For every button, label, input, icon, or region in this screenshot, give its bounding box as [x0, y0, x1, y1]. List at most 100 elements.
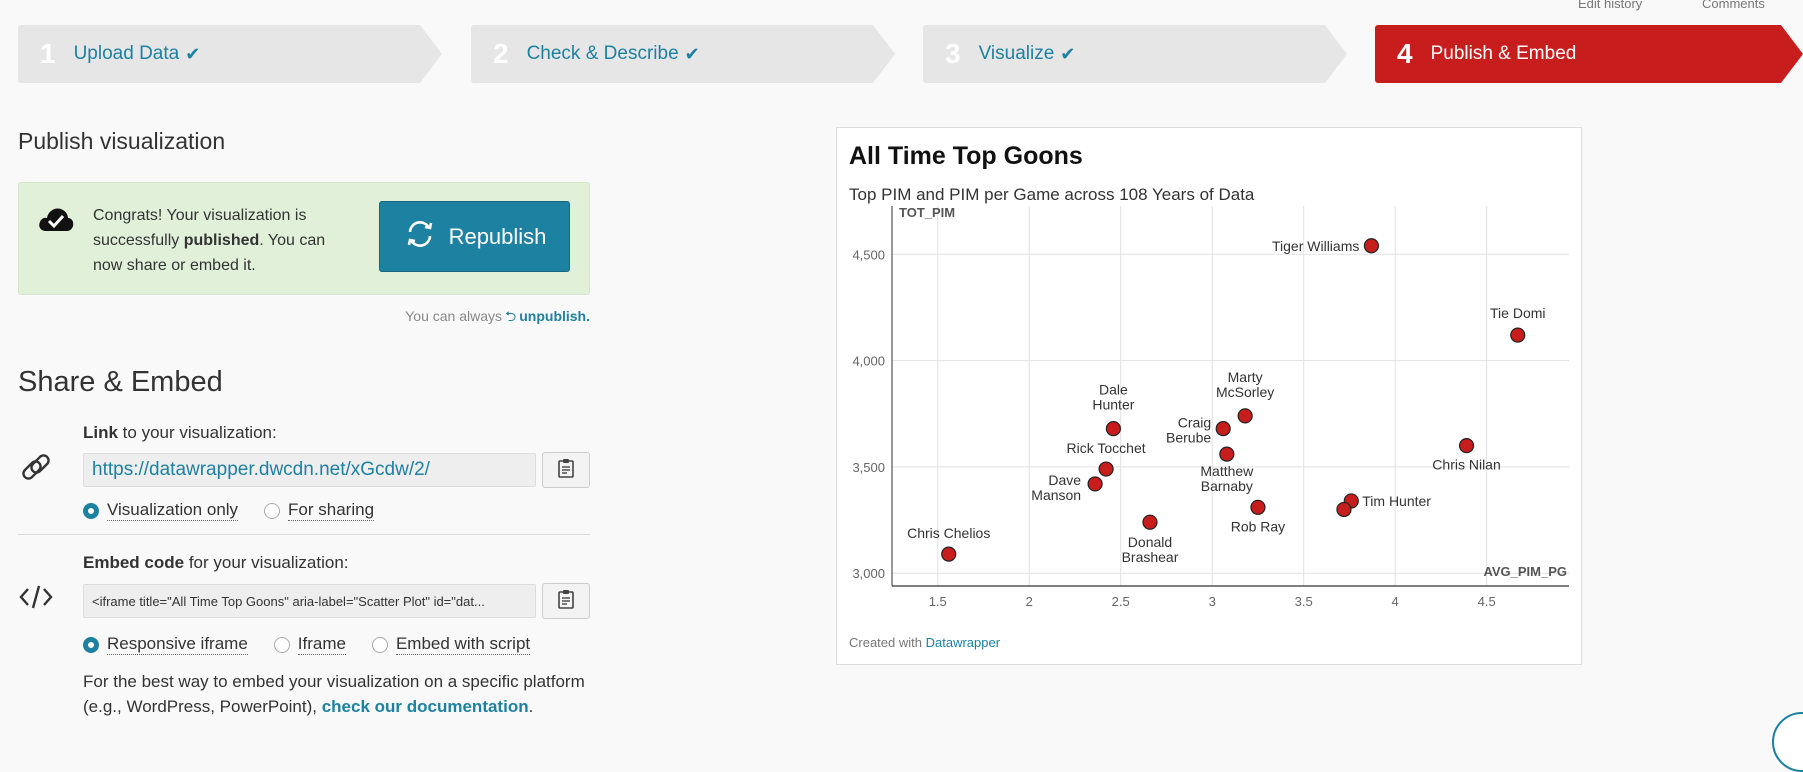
- step-number: 3: [945, 38, 961, 69]
- data-point: [1105, 421, 1121, 437]
- step-label: Publish & Embed: [1430, 43, 1577, 64]
- step-label: Check & Describe: [526, 43, 679, 64]
- step-upload-data[interactable]: 1 Upload Data ✔: [18, 25, 442, 83]
- x-tick-label: 3.5: [1295, 594, 1313, 609]
- check-icon: ✔: [185, 43, 201, 64]
- republish-button[interactable]: Republish: [379, 201, 570, 272]
- x-tick-label: 1.5: [929, 594, 947, 609]
- code-icon: [18, 580, 54, 619]
- data-point: [1219, 446, 1235, 462]
- publish-success-message: Congrats! Your visualization is successf…: [93, 207, 326, 274]
- link-icon: [18, 450, 54, 491]
- point-label: Craig Berube: [1166, 415, 1211, 446]
- divider: [18, 534, 590, 535]
- step-number: 1: [40, 38, 56, 69]
- point-label: Donald Brashear: [1122, 534, 1179, 565]
- point-label: Rick Tocchet: [1067, 440, 1146, 456]
- radio-dot: [83, 636, 99, 653]
- step-number: 2: [493, 38, 509, 69]
- clipboard-icon: [557, 589, 575, 614]
- point-label: Rob Ray: [1231, 518, 1285, 534]
- copy-embed-button[interactable]: [542, 583, 590, 619]
- x-tick-label: 4.5: [1478, 594, 1496, 609]
- embed-label: Embed code for your visualization:: [83, 553, 349, 572]
- unpublish-note: You can always ⮌ unpublish.: [405, 308, 590, 324]
- step-label: Visualize: [978, 43, 1055, 64]
- step-publish-embed[interactable]: 4 Publish & Embed: [1375, 25, 1803, 83]
- data-point: [1458, 438, 1475, 454]
- point-label: Matthew Barnaby: [1200, 463, 1254, 494]
- link-label: Link to your visualization:: [83, 423, 277, 442]
- x-tick-label: 2.5: [1112, 594, 1130, 609]
- radio-dot: [273, 636, 290, 653]
- link-url-field[interactable]: https://datawrapper.dwcdn.net/xGcdw/2/: [83, 453, 536, 487]
- radio-dot: [83, 502, 99, 519]
- share-embed-heading: Share & Embed: [18, 366, 223, 398]
- documentation-link[interactable]: check our documentation: [321, 697, 529, 716]
- x-tick-label: 3: [1209, 594, 1216, 609]
- copy-link-button[interactable]: [542, 452, 590, 488]
- y-tick-label: 3,500: [852, 460, 885, 475]
- point-label: Chris Chelios: [907, 525, 990, 541]
- comments-link[interactable]: Comments: [1702, 0, 1765, 11]
- refresh-icon: [403, 217, 437, 257]
- data-point: [1363, 238, 1379, 254]
- data-point: [1098, 461, 1114, 477]
- data-point: [1215, 421, 1231, 437]
- x-tick-label: 4: [1392, 594, 1399, 609]
- chart-title: All Time Top Goons: [849, 142, 1083, 170]
- embed-code-field[interactable]: <iframe title="All Time Top Goons" aria-…: [83, 584, 536, 618]
- cloud-check-icon: [37, 205, 75, 238]
- data-point: [1336, 501, 1352, 518]
- data-point: [1250, 499, 1266, 515]
- radio-embed-with-script[interactable]: Embed with script: [371, 634, 531, 655]
- radio-dot: [264, 502, 281, 519]
- point-label: Marty McSorley: [1216, 369, 1274, 400]
- scatter-chart: 3,000 3,500 4,000 4,500 1.5 2 2.5 3 3.5 4 4.5 TOT_P…: [852, 205, 1569, 609]
- step-visualize[interactable]: 3 Visualize ✔: [923, 25, 1347, 83]
- clipboard-icon: [557, 458, 575, 483]
- data-point: [1510, 327, 1526, 343]
- point-label: Chris Nilan: [1432, 457, 1500, 473]
- step-label: Upload Data: [73, 43, 180, 64]
- publish-success-box: Congrats! Your visualization is successf…: [18, 182, 590, 295]
- republish-label: Republish: [448, 223, 547, 249]
- point-label: Dale Hunter: [1092, 382, 1134, 413]
- y-tick-label: 4,000: [852, 354, 885, 369]
- datawrapper-link[interactable]: Datawrapper: [925, 635, 1001, 650]
- chart-preview: 3,000 3,500 4,000 4,500 1.5 2 2.5 3 3.5 4 4.5 TOT_P…: [836, 127, 1582, 665]
- data-point: [941, 546, 957, 562]
- help-button[interactable]: [1772, 712, 1803, 772]
- x-axis-label: AVG_PIM_PG: [1483, 564, 1567, 579]
- check-icon: ✔: [1060, 43, 1076, 64]
- data-point: [1142, 514, 1158, 530]
- point-label: Dave Manson: [1031, 472, 1081, 503]
- check-icon: ✔: [684, 43, 700, 64]
- unpublish-link[interactable]: unpublish.: [519, 308, 590, 324]
- step-nav: 1 Upload Data ✔ 2 Check & Describe ✔ 3 V…: [18, 25, 1803, 85]
- point-label: Tiger Williams: [1272, 238, 1359, 254]
- data-point: [1237, 408, 1253, 424]
- step-check-describe[interactable]: 2 Check & Describe ✔: [471, 25, 895, 83]
- undo-icon: ⮌: [505, 308, 517, 324]
- chart-footer: Created with Datawrapper: [849, 635, 1001, 650]
- publish-heading: Publish visualization: [18, 128, 226, 154]
- y-axis-label: TOT_PIM: [899, 205, 955, 220]
- chart-subtitle: Top PIM and PIM per Game across 108 Year…: [849, 185, 1255, 204]
- link-type-options: Visualization only For sharing: [83, 500, 375, 521]
- radio-dot: [371, 636, 388, 653]
- embed-type-options: Responsive iframe Iframe Embed with scri…: [83, 634, 531, 655]
- radio-iframe[interactable]: Iframe: [273, 634, 346, 655]
- embed-docs-note: For the best way to embed your visualiza…: [83, 672, 585, 716]
- point-label: Tim Hunter: [1362, 493, 1431, 509]
- y-tick-label: 4,500: [852, 247, 885, 262]
- x-tick-label: 2: [1026, 594, 1033, 609]
- radio-visualization-only[interactable]: Visualization only: [83, 500, 239, 521]
- point-label: Tie Domi: [1490, 305, 1546, 321]
- data-point: [1087, 476, 1103, 492]
- edit-history-link[interactable]: Edit history: [1578, 0, 1643, 11]
- step-number: 4: [1397, 38, 1413, 69]
- radio-responsive-iframe[interactable]: Responsive iframe: [83, 634, 248, 655]
- y-tick-label: 3,000: [852, 566, 885, 581]
- radio-for-sharing[interactable]: For sharing: [264, 500, 375, 521]
